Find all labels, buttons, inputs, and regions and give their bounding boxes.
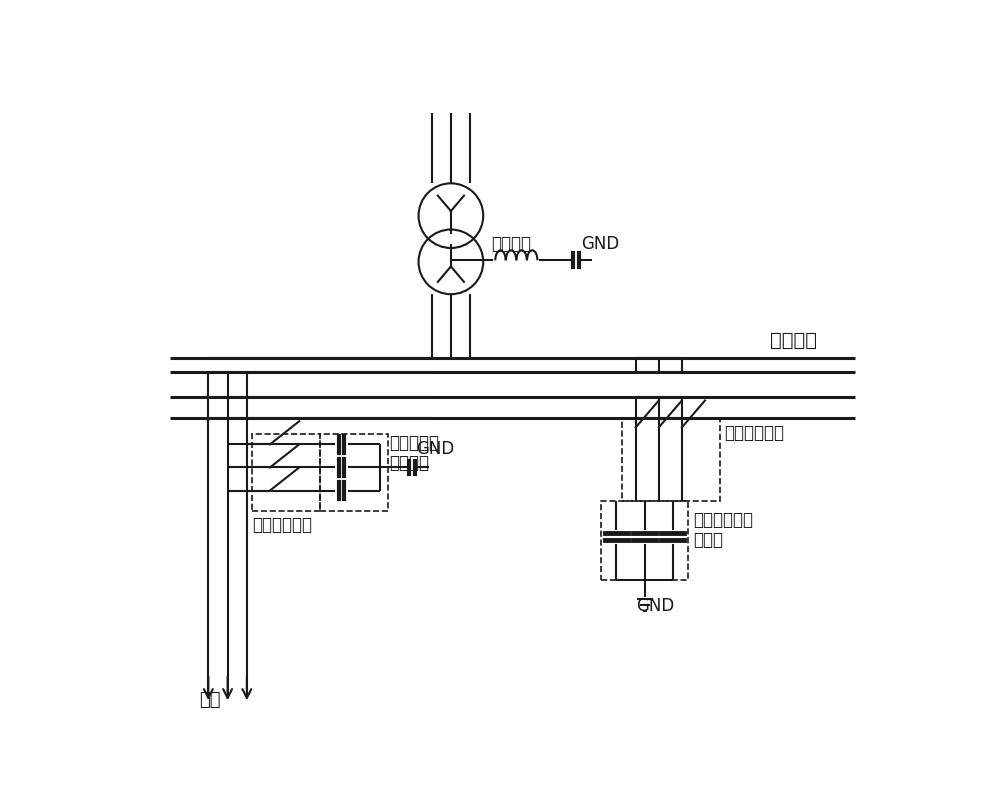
Bar [252, 434, 320, 510]
Text: 中压母线: 中压母线 [770, 332, 817, 350]
Text: GND: GND [581, 235, 619, 252]
Text: 三相分相开关: 三相分相开关 [252, 516, 312, 534]
Bar [601, 501, 688, 580]
Text: 母线并联补偿
电容器: 母线并联补偿 电容器 [693, 510, 753, 549]
Text: 馈线: 馈线 [199, 691, 221, 709]
Text: GND: GND [416, 440, 454, 458]
Text: GND: GND [636, 597, 674, 615]
Text: 消弧线圈: 消弧线圈 [491, 235, 531, 252]
Bar [622, 418, 720, 501]
Text: 馈线并联补
偿电容器: 馈线并联补 偿电容器 [389, 434, 439, 472]
Bar [320, 434, 388, 510]
Text: 三相分相开关: 三相分相开关 [724, 425, 784, 443]
